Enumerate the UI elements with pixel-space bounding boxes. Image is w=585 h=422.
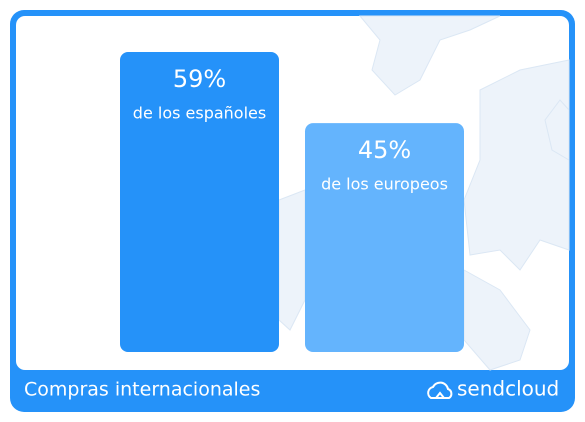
category-label: de los españoles bbox=[133, 104, 266, 123]
category-label: de los europeos bbox=[321, 175, 448, 194]
brand-name: sendcloud bbox=[457, 377, 559, 401]
map-backdrop bbox=[278, 15, 570, 371]
bars: 59% de los españoles 45% de los europeos bbox=[120, 52, 464, 353]
footer-title: Compras internacionales bbox=[24, 379, 260, 401]
value-label: 45% bbox=[358, 136, 411, 164]
logo-icon bbox=[427, 381, 453, 399]
value-label: 59% bbox=[173, 65, 226, 93]
bar bbox=[305, 123, 464, 353]
brand-logo bbox=[427, 381, 453, 399]
bar bbox=[120, 52, 279, 352]
logo-house bbox=[435, 391, 445, 399]
